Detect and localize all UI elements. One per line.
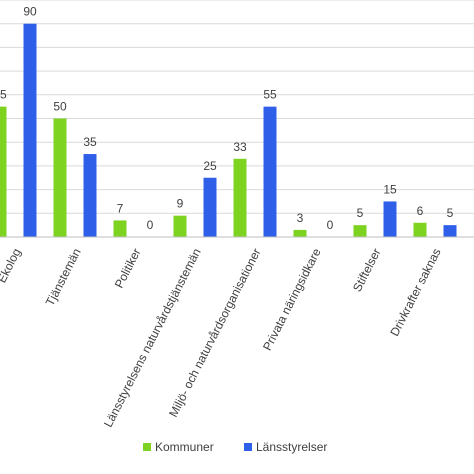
bar-kommuner — [53, 118, 67, 237]
bar-lansstyrelser — [83, 154, 97, 237]
legend-label-kommuner: Kommuner — [155, 440, 214, 454]
data-label: 15 — [383, 182, 397, 196]
data-label: 90 — [23, 5, 37, 19]
bars — [0, 23, 457, 238]
x-tick-label: Politiker — [112, 246, 144, 290]
bar-kommuner — [413, 222, 427, 237]
data-label: 55 — [0, 88, 7, 102]
bar-kommuner — [113, 220, 127, 237]
bar-lansstyrelser — [263, 106, 277, 238]
legend: Kommuner Länsstyrelser — [143, 440, 327, 454]
data-label: 6 — [417, 204, 424, 218]
data-label: 50 — [53, 100, 67, 114]
bar-kommuner — [173, 215, 187, 237]
data-label: 35 — [83, 135, 97, 149]
data-label: 5 — [447, 206, 454, 220]
x-tick-label: Tjänstemän — [43, 246, 84, 308]
data-label: 33 — [233, 140, 247, 154]
data-label: 9 — [177, 197, 184, 211]
bar-lansstyrelser — [383, 201, 397, 237]
data-label: 5 — [357, 206, 364, 220]
data-labels: 559050357092533553051565 — [0, 5, 454, 232]
gridlines — [0, 0, 474, 214]
x-tick-label: Drivkrafter saknas — [387, 246, 443, 339]
x-tick-label: Ekolog — [0, 246, 24, 285]
data-label: 25 — [203, 159, 217, 173]
bar-lansstyrelser — [203, 177, 217, 237]
bar-kommuner — [233, 158, 247, 237]
bar-kommuner — [0, 106, 7, 238]
x-tick-label: Privata näringsidkare — [260, 246, 324, 353]
data-label: 55 — [263, 88, 277, 102]
data-label: 0 — [327, 218, 334, 232]
x-tick-labels: Ekolog Tjänstemän PolitikerLänsstyrelsens … — [0, 246, 444, 430]
bar-lansstyrelser — [23, 23, 37, 238]
x-tick-label: Stiftelser — [350, 246, 384, 294]
data-label: 7 — [117, 201, 124, 215]
bar-kommuner — [353, 225, 367, 237]
bar-lansstyrelser — [443, 225, 457, 237]
legend-swatch-kommuner — [143, 443, 151, 451]
legend-swatch-lansstyrelser — [244, 443, 252, 451]
bar-kommuner — [293, 229, 307, 237]
data-label: 0 — [147, 218, 154, 232]
data-label: 3 — [297, 211, 304, 225]
legend-label-lansstyrelser: Länsstyrelser — [256, 440, 327, 454]
